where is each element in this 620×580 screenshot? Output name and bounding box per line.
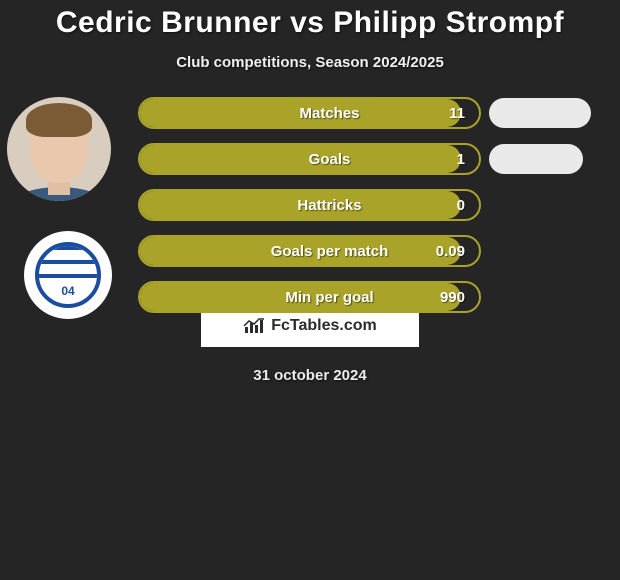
stat-value: 11 [449,99,465,127]
stat-value: 990 [440,283,465,311]
stat-label: Hattricks [140,191,479,219]
stat-value: 0 [457,191,465,219]
club-badge-shield: 04 [35,242,101,308]
subtitle: Club competitions, Season 2024/2025 [0,54,620,71]
stat-label: Goals [140,145,479,173]
stat-row: Matches11 [138,97,481,129]
club-badge: 04 [24,231,112,319]
page-title: Cedric Brunner vs Philipp Strompf [0,0,620,40]
stat-label: Min per goal [140,283,479,311]
stat-bar-left: Matches11 [138,97,481,129]
stat-bar-left: Goals1 [138,143,481,175]
stat-row: Goals1 [138,143,481,175]
stat-value: 1 [457,145,465,173]
stat-row: Min per goal990 [138,281,481,313]
player-avatar-wrap [7,97,111,201]
stat-row: Goals per match0.09 [138,235,481,267]
club-badge-text: 04 [39,284,97,298]
stat-bar-right [489,98,591,128]
stat-label: Matches [140,99,479,127]
stat-bar-left: Goals per match0.09 [138,235,481,267]
stat-row: Hattricks0 [138,189,481,221]
stat-value: 0.09 [436,237,465,265]
stat-bars: Matches11 Goals1 Hattricks0 Goals per match… [138,97,481,327]
stat-bar-left: Hattricks0 [138,189,481,221]
player-avatar [7,97,111,201]
stat-label: Goals per match [140,237,479,265]
stat-bar-right [489,144,583,174]
stat-bar-left: Min per goal990 [138,281,481,313]
date-line: 31 october 2024 [0,367,620,384]
